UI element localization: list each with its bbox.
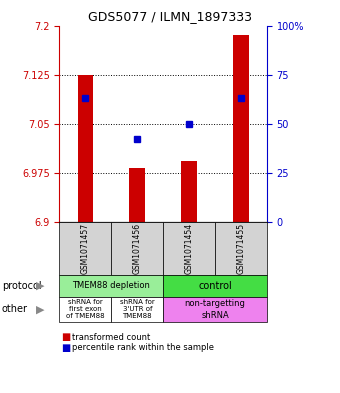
Text: ■: ■ [61,343,70,353]
Text: GSM1071456: GSM1071456 [133,223,142,274]
Text: GSM1071457: GSM1071457 [81,223,90,274]
Text: GSM1071455: GSM1071455 [237,223,245,274]
Text: shRNA for
first exon
of TMEM88: shRNA for first exon of TMEM88 [66,299,105,320]
Text: GSM1071454: GSM1071454 [185,223,193,274]
Text: percentile rank within the sample: percentile rank within the sample [72,343,214,352]
Bar [181,161,197,222]
Bar [130,168,145,222]
Text: non-targetting
shRNA: non-targetting shRNA [185,299,245,320]
Text: shRNA for
3'UTR of
TMEM88: shRNA for 3'UTR of TMEM88 [120,299,155,320]
Text: ▶: ▶ [36,281,44,291]
Text: protocol: protocol [2,281,41,291]
Bar [233,35,249,222]
Text: GDS5077 / ILMN_1897333: GDS5077 / ILMN_1897333 [88,10,252,23]
Text: control: control [198,281,232,291]
Text: ▶: ▶ [36,305,44,314]
Text: ■: ■ [61,332,70,342]
Text: TMEM88 depletion: TMEM88 depletion [72,281,150,290]
Bar [78,75,93,222]
Text: other: other [2,305,28,314]
Text: transformed count: transformed count [72,333,150,342]
